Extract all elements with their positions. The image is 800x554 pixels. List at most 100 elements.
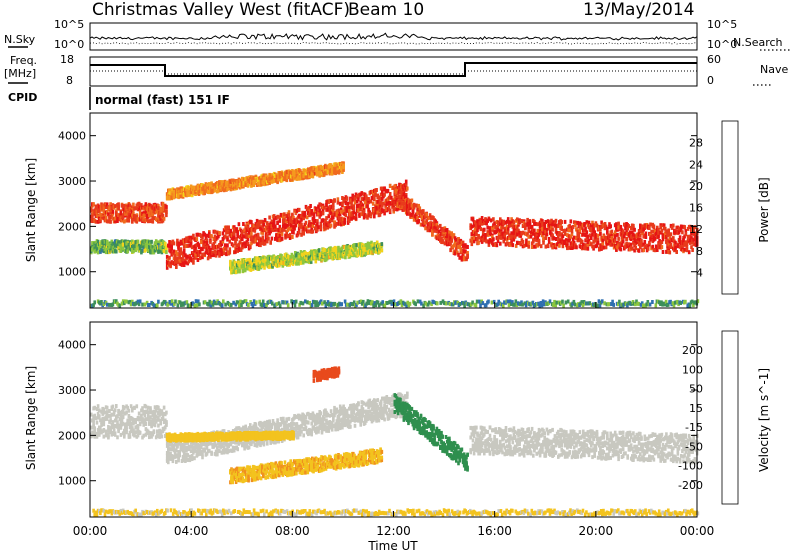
frequency-trace bbox=[90, 62, 697, 77]
data-cell bbox=[165, 254, 169, 259]
data-cell bbox=[542, 240, 545, 245]
data-cell bbox=[381, 196, 384, 201]
data-cell bbox=[398, 194, 401, 199]
data-cell bbox=[162, 216, 166, 221]
data-cell bbox=[342, 167, 345, 172]
data-cell bbox=[483, 221, 486, 226]
data-cell bbox=[344, 213, 348, 218]
data-cell bbox=[551, 233, 554, 238]
data-cell bbox=[222, 251, 226, 256]
data-cell bbox=[471, 217, 475, 222]
data-cell bbox=[383, 211, 386, 216]
data-cell bbox=[141, 244, 144, 249]
data-cell bbox=[235, 237, 238, 242]
data-cell bbox=[621, 229, 625, 234]
data-cell bbox=[615, 247, 618, 252]
data-cell bbox=[590, 225, 593, 230]
data-cell bbox=[182, 263, 186, 267]
data-cell bbox=[297, 252, 300, 257]
data-cell bbox=[572, 235, 576, 240]
data-cell bbox=[379, 192, 383, 197]
data-cell bbox=[338, 212, 342, 216]
data-cell bbox=[593, 238, 596, 243]
data-cell bbox=[212, 236, 216, 241]
data-cell bbox=[105, 302, 109, 307]
data-cell bbox=[201, 255, 204, 260]
data-cell bbox=[250, 231, 253, 236]
data-cell bbox=[476, 219, 479, 224]
data-cell bbox=[568, 236, 571, 241]
data-cell bbox=[168, 188, 171, 193]
data-cell bbox=[417, 219, 420, 223]
data-cell bbox=[513, 234, 517, 239]
data-cell bbox=[670, 225, 674, 230]
data-cell bbox=[251, 303, 255, 308]
data-cell bbox=[233, 225, 236, 230]
data-cell bbox=[660, 240, 664, 245]
data-cell bbox=[124, 211, 127, 216]
data-cell bbox=[648, 226, 651, 230]
data-cell bbox=[319, 221, 323, 226]
data-cell bbox=[277, 301, 281, 306]
data-cell bbox=[189, 241, 193, 246]
data-cell bbox=[368, 242, 371, 247]
data-cell bbox=[220, 303, 224, 308]
data-cell bbox=[314, 303, 317, 308]
data-cell bbox=[393, 184, 397, 189]
data-cell bbox=[332, 215, 335, 220]
data-cell bbox=[198, 255, 202, 260]
data-cell bbox=[255, 242, 259, 247]
data-cell bbox=[254, 225, 258, 230]
data-cell bbox=[226, 235, 229, 240]
data-cell bbox=[110, 214, 114, 219]
data-cell bbox=[168, 255, 171, 260]
data-cell bbox=[682, 238, 685, 243]
data-cell bbox=[569, 243, 573, 248]
data-cell bbox=[303, 210, 307, 215]
data-cell bbox=[285, 300, 289, 305]
data-cell bbox=[544, 244, 548, 249]
data-cell bbox=[227, 225, 230, 230]
data-cell bbox=[94, 219, 98, 224]
data-cell bbox=[98, 208, 101, 213]
data-cell bbox=[198, 249, 202, 254]
data-cell bbox=[352, 204, 356, 209]
data-cell bbox=[365, 194, 368, 199]
data-cell bbox=[316, 227, 319, 232]
data-cell bbox=[265, 302, 268, 307]
data-cell bbox=[461, 253, 465, 258]
data-cell bbox=[628, 230, 632, 235]
data-cell bbox=[317, 248, 321, 253]
data-cell bbox=[336, 165, 340, 170]
data-cell bbox=[480, 216, 484, 220]
data-cell bbox=[491, 225, 494, 230]
data-cell bbox=[285, 230, 288, 235]
data-cell bbox=[475, 299, 479, 304]
data-cell bbox=[610, 233, 614, 238]
data-cell bbox=[385, 201, 389, 206]
data-cell bbox=[233, 265, 237, 270]
data-cell bbox=[170, 299, 174, 304]
data-cell bbox=[156, 303, 159, 308]
data-cell bbox=[405, 303, 408, 308]
data-cell bbox=[596, 233, 600, 238]
data-cell bbox=[526, 220, 529, 224]
data-cell bbox=[228, 247, 232, 252]
data-cell bbox=[524, 303, 528, 308]
data-cell bbox=[232, 300, 235, 305]
data-cell bbox=[522, 243, 526, 248]
data-cell bbox=[674, 240, 677, 245]
data-cell bbox=[503, 236, 507, 241]
data-cell bbox=[478, 221, 482, 226]
data-cell bbox=[657, 227, 660, 232]
data-cell bbox=[185, 300, 189, 305]
data-cell bbox=[90, 208, 93, 213]
data-cell bbox=[285, 178, 288, 183]
data-cell bbox=[586, 234, 590, 239]
data-cell bbox=[253, 228, 257, 233]
data-cell bbox=[505, 241, 509, 246]
data-cell bbox=[566, 299, 570, 304]
data-cell bbox=[111, 209, 115, 214]
data-cell bbox=[244, 231, 247, 236]
data-cell bbox=[549, 229, 552, 234]
